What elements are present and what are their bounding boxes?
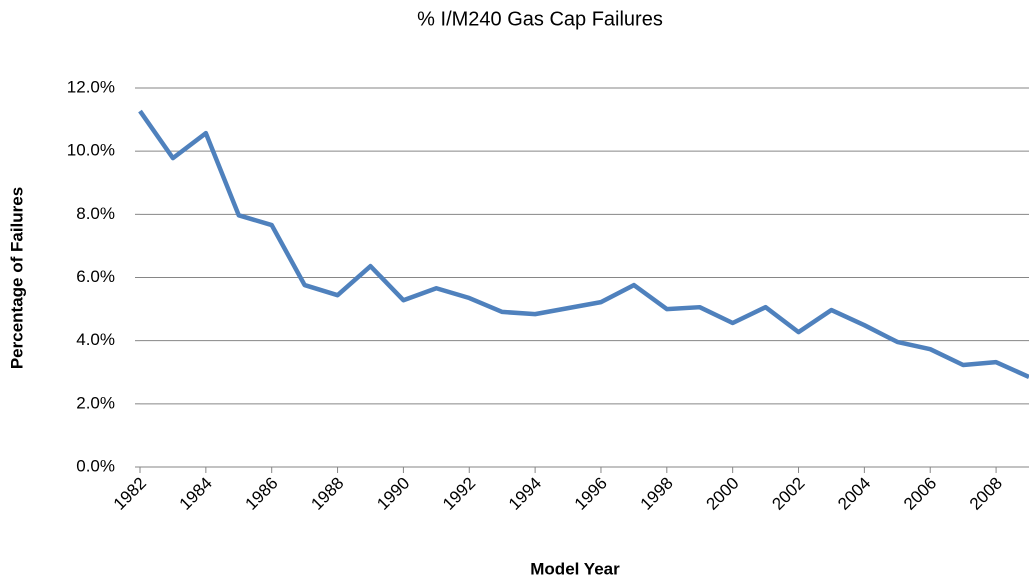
x-tick-label: 2002: [768, 474, 808, 514]
x-tick-label: 1988: [307, 474, 347, 514]
y-tick-label: 0.0%: [76, 456, 115, 475]
data-line: [138, 109, 1029, 380]
y-tick-label: 2.0%: [76, 393, 115, 412]
x-tick-label: 1998: [637, 474, 677, 514]
y-tick-label: 4.0%: [76, 330, 115, 349]
y-tick-label: 8.0%: [76, 204, 115, 223]
x-tick-label: 1990: [373, 474, 413, 514]
chart-title: % I/M240 Gas Cap Failures: [417, 8, 663, 30]
x-tick-label: 1986: [242, 474, 282, 514]
x-tick-label: 2004: [834, 474, 874, 514]
y-tick-label: 12.0%: [67, 77, 115, 96]
x-tick-label: 1996: [571, 474, 611, 514]
x-tick-label: 1982: [110, 474, 150, 514]
x-tick-label: 2006: [900, 474, 940, 514]
x-axis-label: Model Year: [530, 559, 620, 578]
x-tick-label: 2000: [702, 474, 742, 514]
y-axis-label: Percentage of Failures: [7, 187, 26, 369]
y-tick-label: 10.0%: [67, 141, 115, 160]
x-tick-label: 1994: [505, 474, 545, 514]
x-tick-label: 2008: [966, 474, 1006, 514]
y-tick-label: 6.0%: [76, 267, 115, 286]
x-tick-label: 1992: [439, 474, 479, 514]
x-tick-label: 1984: [176, 474, 216, 514]
